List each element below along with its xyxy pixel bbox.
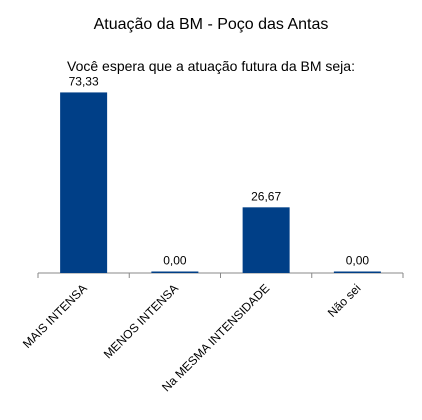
- data-label: 73,33: [69, 74, 99, 88]
- x-tick-label: MENOS INTENSA: [101, 281, 181, 361]
- x-tick-label: Na MESMA INTENSIDADE: [159, 281, 272, 394]
- bar: [151, 271, 199, 273]
- bar: [60, 92, 108, 274]
- bar: [242, 207, 290, 273]
- chart-title: Atuação da BM - Poço das Antas: [94, 16, 329, 33]
- data-label: 26,67: [251, 189, 281, 203]
- chart-subtitle: Você espera que a atuação futura da BM s…: [67, 58, 355, 74]
- x-tick-label: Não sei: [325, 281, 364, 320]
- x-tick-label: MAIS INTENSA: [20, 281, 90, 351]
- data-label: 0,00: [163, 254, 187, 268]
- data-label: 0,00: [346, 254, 370, 268]
- bar: [333, 271, 381, 273]
- plot-area: 73,33 MAIS INTENSA 0,00 MENOS INTENSA 26,67 N…: [20, 74, 404, 394]
